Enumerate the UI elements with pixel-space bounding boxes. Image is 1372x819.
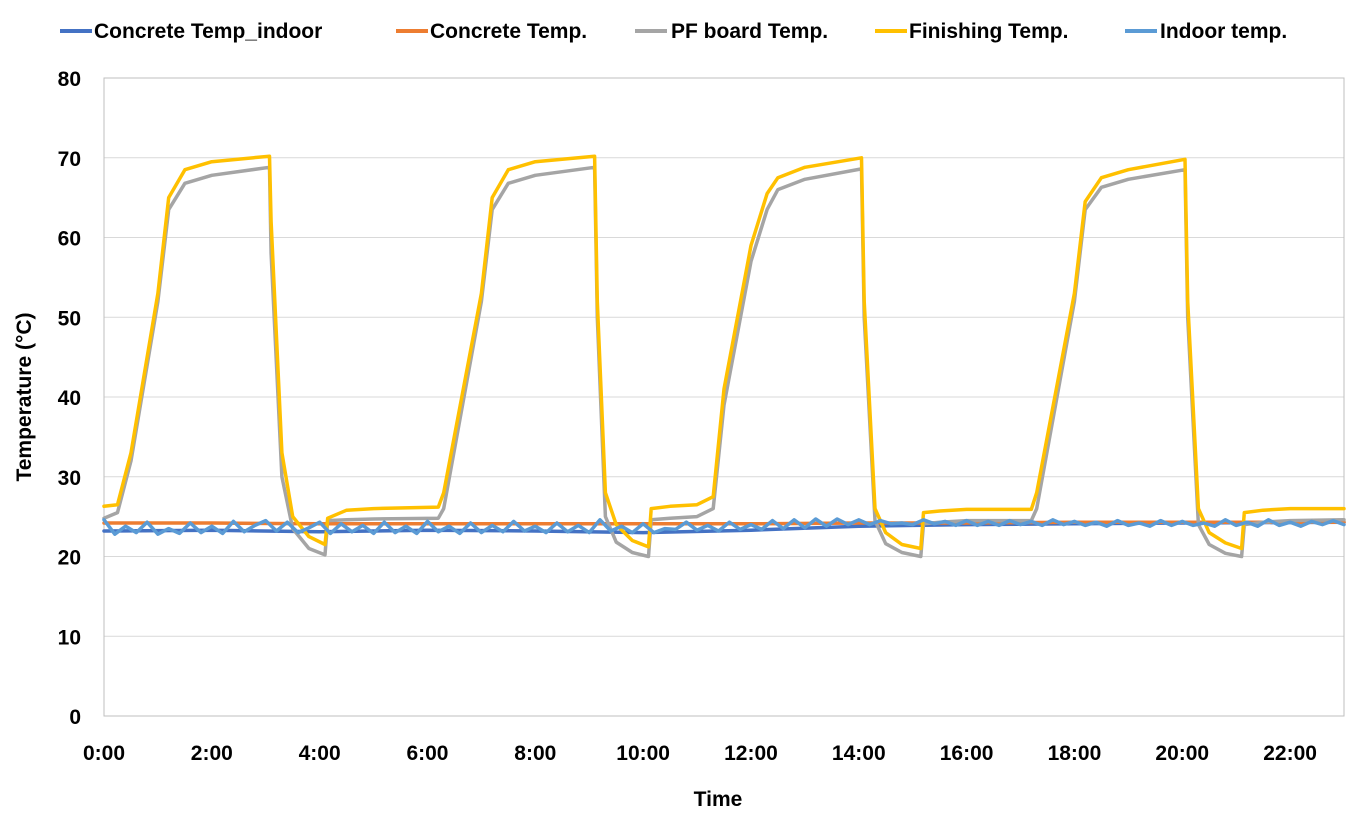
y-tick-label-20: 20 bbox=[58, 547, 81, 570]
y-tick-label-0: 0 bbox=[69, 706, 81, 729]
legend-label-pf-board-temp: PF board Temp. bbox=[671, 20, 828, 43]
legend-item-indoor-temp: Indoor temp. bbox=[1125, 20, 1287, 43]
y-tick-label-60: 60 bbox=[58, 228, 81, 251]
series-lines bbox=[102, 154, 1346, 559]
y-axis-title: Temperature (°C) bbox=[13, 312, 36, 481]
x-tick-label-12-00: 12:00 bbox=[724, 742, 778, 765]
legend-label-concrete-temp: Concrete Temp. bbox=[430, 20, 587, 43]
legend-label-indoor-temp: Indoor temp. bbox=[1160, 20, 1287, 43]
legend-label-finishing-temp: Finishing Temp. bbox=[909, 20, 1068, 43]
legend-item-concrete-temp-indoor: Concrete Temp_indoor bbox=[60, 20, 322, 43]
x-tick-label-8-00: 8:00 bbox=[514, 742, 556, 765]
plot-area bbox=[103, 77, 1345, 717]
legend: Concrete Temp_indoor Concrete Temp. PF b… bbox=[60, 20, 1287, 43]
y-axis-ticks: 0 10 20 30 40 50 60 70 80 bbox=[58, 68, 81, 729]
y-tick-label-30: 30 bbox=[58, 467, 81, 490]
x-axis-ticks: 0:00 2:00 4:00 6:00 8:00 10:00 12:00 14:00 16:00… bbox=[83, 742, 1317, 765]
y-tick-label-70: 70 bbox=[58, 148, 81, 171]
legend-item-concrete-temp: Concrete Temp. bbox=[396, 20, 587, 43]
x-tick-label-14-00: 14:00 bbox=[832, 742, 886, 765]
legend-item-finishing-temp: Finishing Temp. bbox=[875, 20, 1068, 43]
series-line-finishing-temp bbox=[102, 154, 1346, 551]
y-tick-label-40: 40 bbox=[58, 387, 81, 410]
x-tick-label-10-00: 10:00 bbox=[616, 742, 670, 765]
x-tick-label-22-00: 22:00 bbox=[1263, 742, 1317, 765]
x-tick-label-2-00: 2:00 bbox=[191, 742, 233, 765]
x-axis-title: Time bbox=[694, 788, 743, 811]
y-tick-label-80: 80 bbox=[58, 68, 81, 91]
legend-label-concrete-temp-indoor: Concrete Temp_indoor bbox=[94, 20, 322, 43]
y-tick-label-10: 10 bbox=[58, 626, 81, 649]
x-tick-label-0-00: 0:00 bbox=[83, 742, 125, 765]
x-tick-label-16-00: 16:00 bbox=[940, 742, 994, 765]
y-tick-label-50: 50 bbox=[58, 307, 81, 330]
x-tick-label-18-00: 18:00 bbox=[1048, 742, 1102, 765]
legend-item-pf-board-temp: PF board Temp. bbox=[635, 20, 828, 43]
series-line-indoor-temp bbox=[102, 517, 1346, 536]
x-tick-label-20-00: 20:00 bbox=[1155, 742, 1209, 765]
x-tick-label-6-00: 6:00 bbox=[406, 742, 448, 765]
x-tick-label-4-00: 4:00 bbox=[299, 742, 341, 765]
